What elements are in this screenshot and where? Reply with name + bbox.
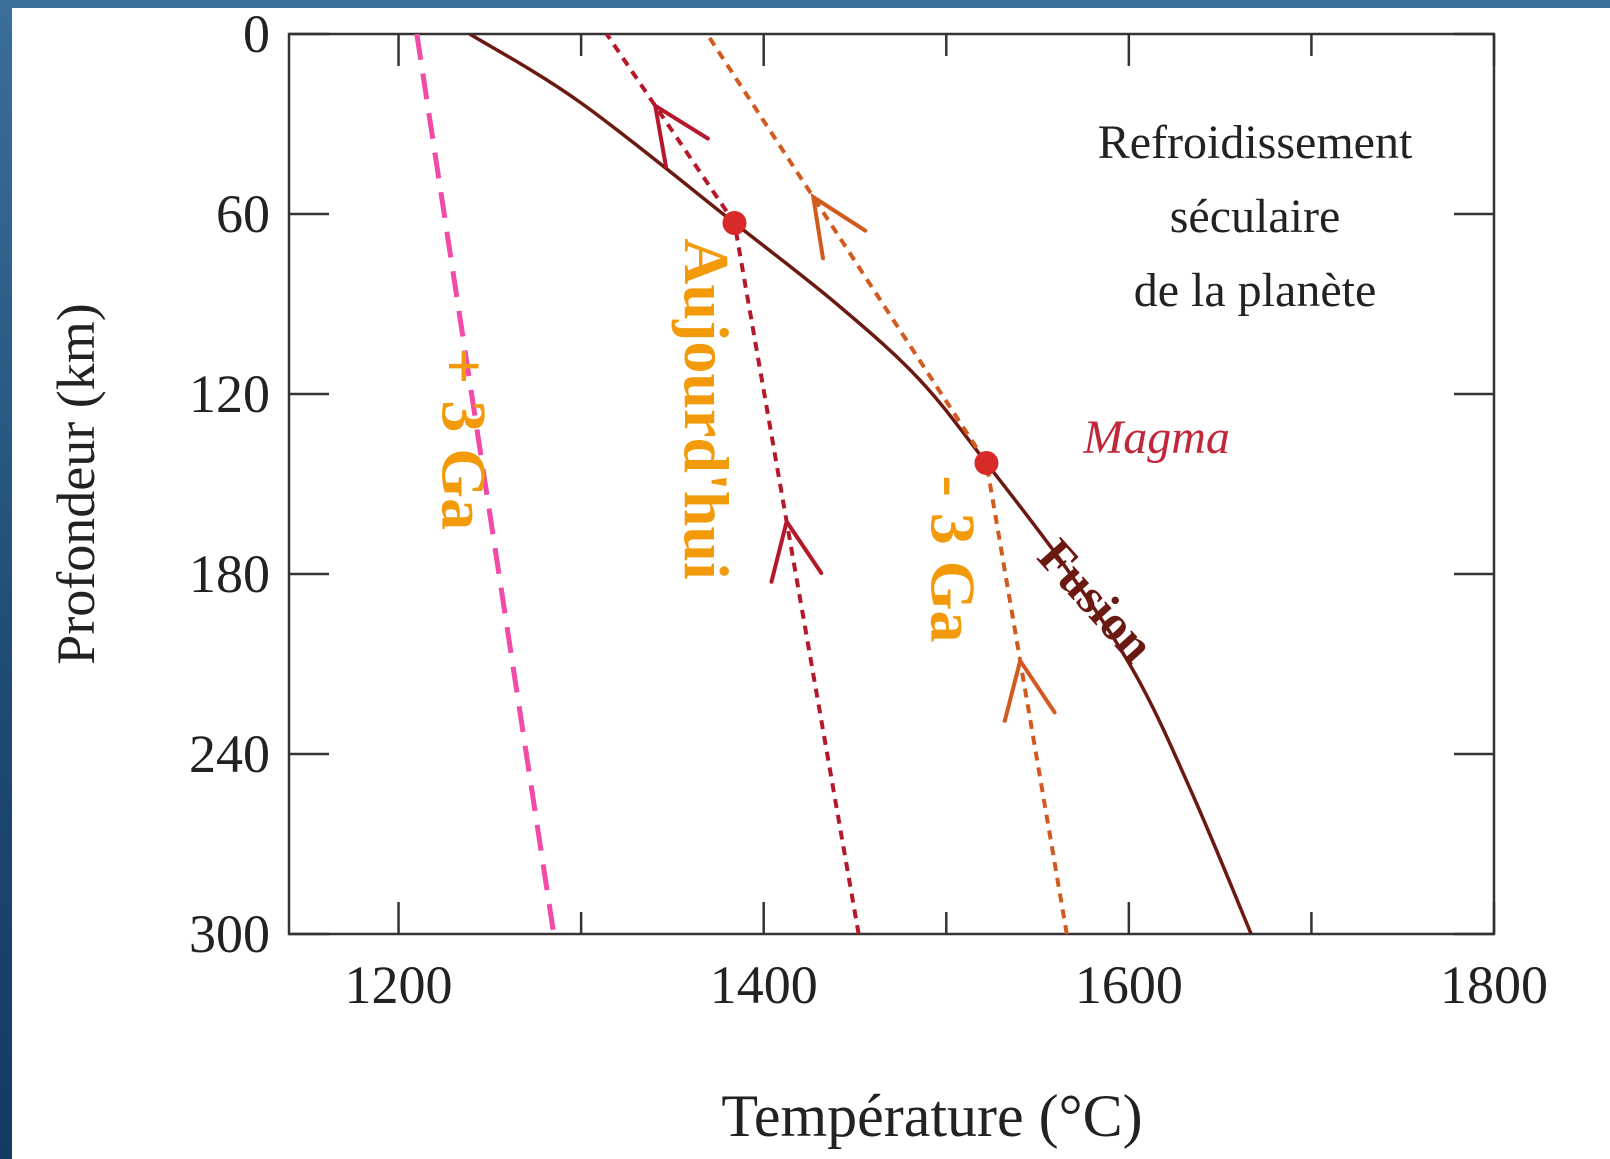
label-aujourd-hui: Aujourd'hui (671, 238, 742, 579)
chart-frame: 1200 1400 1600 1800 0 60 120 180 240 300 + 3 Ga Au… (12, 8, 1610, 1159)
axis-ticks (289, 32, 1496, 936)
series-line-3-ga (705, 34, 1069, 934)
label-fusion: Fusion (1027, 528, 1165, 673)
x-axis-label: Température (°C) (721, 1083, 1142, 1149)
y-tick-label-240: 240 (189, 724, 270, 784)
arrow-upper-aujourd-hui (652, 101, 710, 169)
annotation-text: Refroidissement séculaire de la planète (1098, 116, 1413, 317)
plot-area-border (287, 32, 1496, 936)
y-tick-label-60: 60 (216, 184, 270, 244)
label-layer: + 3 Ga Aujourd'hui - 3 Ga Fusion Magma (428, 238, 1230, 673)
label-3-ga: + 3 Ga (428, 348, 499, 530)
label-3-ga: - 3 Ga (918, 475, 989, 642)
arrow-lower-aujourd-hui (769, 516, 824, 584)
point-intersection-1 (722, 211, 747, 235)
series-line-fusion (468, 34, 1253, 934)
x-tick-label-1800: 1800 (1440, 955, 1548, 1015)
label-magma: Magma (1082, 411, 1230, 464)
x-tick-label-1400: 1400 (710, 955, 818, 1015)
x-tick-label-1600: 1600 (1075, 955, 1183, 1015)
arrow-layer (652, 101, 1057, 723)
y-tick-label-300: 300 (189, 904, 270, 964)
y-axis-label: Profondeur (km) (46, 303, 106, 664)
series-line-3-ga (414, 34, 557, 934)
point-magma (974, 451, 999, 475)
y-tick-label-0: 0 (243, 8, 270, 64)
annotation-line-1: séculaire (1170, 190, 1341, 243)
annotation-line-2: de la planète (1134, 264, 1377, 317)
arrow-lower-3-ga (1002, 655, 1057, 723)
point-layer (722, 211, 999, 475)
arrow-upper-3-ga (810, 192, 868, 261)
y-tick-label-180: 180 (189, 544, 270, 604)
annotation-line-0: Refroidissement (1098, 116, 1413, 169)
axis-tick-labels: 1200 1400 1600 1800 0 60 120 180 240 300 (189, 8, 1548, 1015)
y-tick-label-120: 120 (189, 364, 270, 424)
x-tick-label-1200: 1200 (345, 955, 453, 1015)
geotherm-chart: 1200 1400 1600 1800 0 60 120 180 240 300 + 3 Ga Au… (46, 8, 1548, 1149)
series-layer (414, 34, 1253, 934)
